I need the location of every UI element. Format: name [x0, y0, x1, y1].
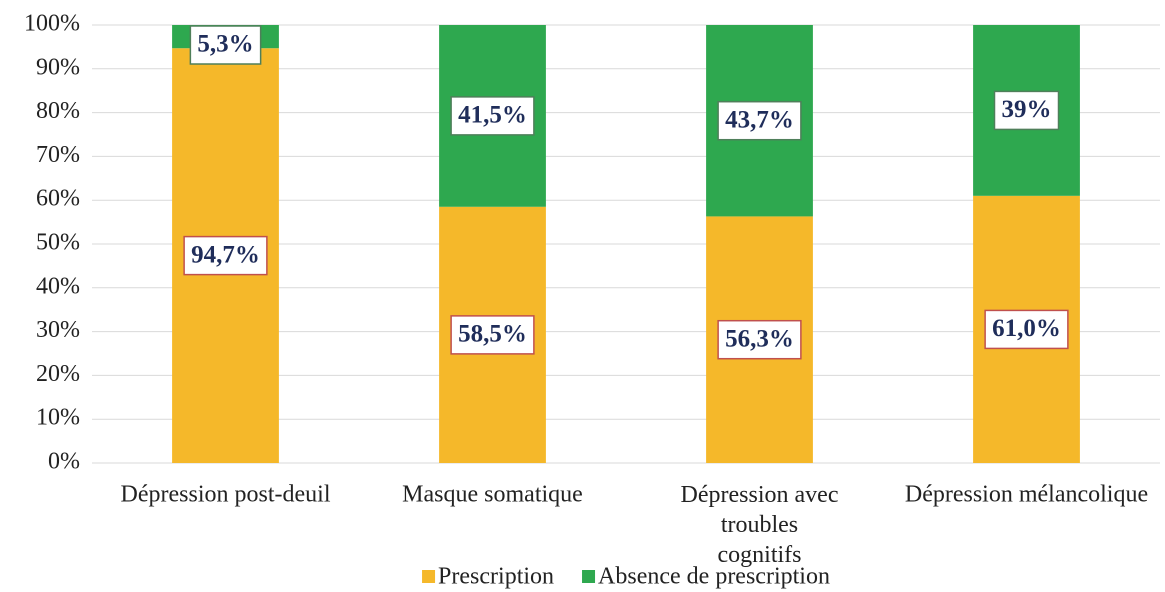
- y-tick-label: 90%: [36, 54, 80, 80]
- data-label-box: [450, 315, 535, 355]
- data-label-box: [717, 100, 802, 141]
- data-label-box: [984, 309, 1069, 350]
- data-label-box: [717, 319, 802, 360]
- y-tick-label: 40%: [36, 273, 80, 299]
- data-label: 5,3%: [197, 31, 253, 58]
- data-label: 39%: [1002, 96, 1052, 123]
- data-label: 94,7%: [191, 241, 260, 268]
- y-tick-label: 30%: [36, 317, 80, 343]
- legend-swatch: [582, 570, 596, 583]
- legend-label: Prescription: [438, 564, 554, 590]
- y-tick-label: 60%: [36, 186, 80, 212]
- y-tick-label: 10%: [36, 405, 80, 431]
- legend-swatch: [422, 570, 436, 583]
- y-tick-label: 70%: [36, 142, 80, 168]
- y-tick-label: 20%: [36, 361, 80, 387]
- y-tick-label: 100%: [24, 11, 80, 37]
- data-label: 41,5%: [458, 102, 527, 129]
- x-tick-label: Dépression post-deuil: [121, 482, 331, 508]
- x-tick-label: Dépression avec troubles cognitifs: [681, 482, 839, 568]
- data-label: 43,7%: [725, 106, 794, 133]
- y-tick-label: 80%: [36, 98, 80, 124]
- data-label: 61,0%: [992, 315, 1061, 342]
- data-label-box: [183, 235, 268, 276]
- data-label-box: [450, 96, 535, 136]
- y-tick-label: 0%: [48, 449, 80, 475]
- data-label-box: [189, 25, 262, 65]
- x-tick-label: Masque somatique: [402, 482, 583, 508]
- x-tick-label: Dépression mélancolique: [905, 482, 1148, 508]
- data-label: 58,5%: [458, 321, 527, 348]
- data-label: 56,3%: [725, 325, 794, 352]
- y-tick-label: 50%: [36, 230, 80, 256]
- legend: Prescription Absence de prescription: [422, 564, 830, 590]
- legend-label: Absence de prescription: [598, 564, 830, 590]
- data-label-box: [993, 90, 1060, 131]
